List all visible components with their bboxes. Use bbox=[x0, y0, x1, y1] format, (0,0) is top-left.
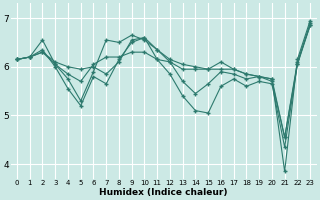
X-axis label: Humidex (Indice chaleur): Humidex (Indice chaleur) bbox=[99, 188, 228, 197]
